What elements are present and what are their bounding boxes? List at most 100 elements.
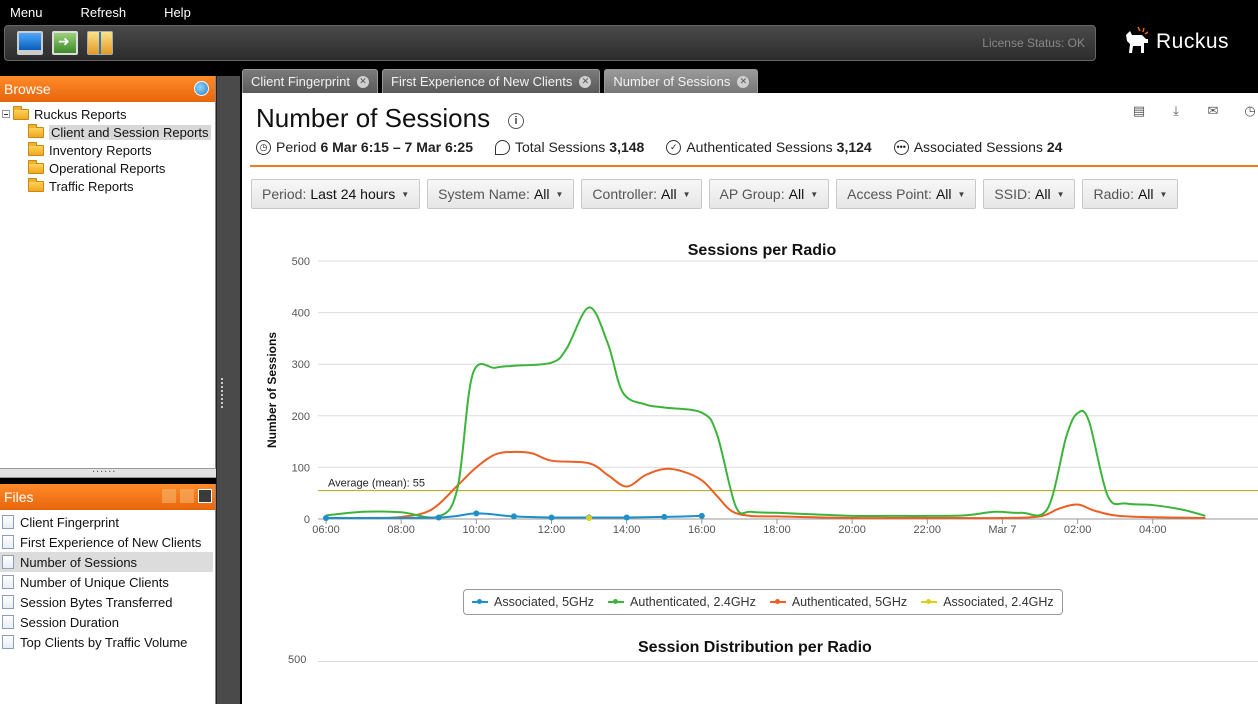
list-view-icon[interactable] [198,489,212,503]
download-icon[interactable]: ⤓ [1173,103,1179,118]
tab-label: Client Fingerprint [251,74,350,89]
edit-icon[interactable] [180,489,194,503]
tab-label: First Experience of New Clients [391,74,573,89]
legend-swatch [769,599,786,604]
export-icon[interactable] [52,31,78,55]
chart-title: Session Distribution per Radio [638,639,872,656]
x-tick-label: 14:00 [613,524,641,536]
document-icon[interactable]: ▤ [1132,103,1146,118]
files-panel: Files Client Fingerprint First Experienc… [0,484,216,704]
stat-period: ◷ Period 6 Mar 6:15 – 7 Mar 6:25 [256,139,473,155]
filter-ap-group[interactable]: AP Group: All ▼ [708,179,830,209]
file-item-session-duration[interactable]: Session Duration [0,612,215,632]
tree-item-label: Traffic Reports [49,178,134,194]
filter-period[interactable]: Period: Last 24 hours ▼ [251,179,421,209]
document-icon [2,575,14,589]
data-point-associated-5ghz [473,510,480,517]
legend-item-authenticated-24ghz[interactable]: Authenticated, 2.4GHz [608,595,756,609]
info-icon[interactable]: i [508,113,524,129]
tab-client-fingerprint[interactable]: Client Fingerprint ✕ [242,69,378,93]
tab-first-experience[interactable]: First Experience of New Clients ✕ [382,69,601,93]
filter-controller[interactable]: Controller: All ▼ [581,179,702,209]
speech-bubble-icon [495,139,510,155]
x-tick-label: 06:00 [312,524,340,536]
schedule-icon[interactable]: ◷ [1244,103,1256,118]
tree-item-traffic-reports[interactable]: Traffic Reports [0,177,215,195]
tab-number-of-sessions[interactable]: Number of Sessions ✕ [604,69,759,93]
tree-item-inventory-reports[interactable]: Inventory Reports [0,141,215,159]
tree-item-operational-reports[interactable]: Operational Reports [0,159,215,177]
stat-label: Authenticated Sessions [686,139,833,155]
folder-icon [28,177,44,192]
legend-label: Authenticated, 2.4GHz [630,595,756,609]
filter-system-name[interactable]: System Name: All ▼ [427,179,575,209]
file-item-unique-clients[interactable]: Number of Unique Clients [0,572,215,592]
page-title: Number of Sessions [256,103,491,133]
browse-title: Browse [4,81,51,97]
new-folder-icon[interactable] [162,489,176,503]
folder-icon [28,159,44,174]
file-item-number-of-sessions[interactable]: Number of Sessions [0,552,213,572]
data-point-associated-5ghz [510,513,517,520]
stat-authenticated-sessions: ✓ Authenticated Sessions 3,124 [666,139,872,155]
caret-down-icon: ▼ [1159,189,1168,199]
calendar-icon[interactable] [87,31,113,55]
y-tick-label: 500 [288,654,307,666]
collapse-icon[interactable] [2,110,10,118]
tree-item-ruckus-reports[interactable]: Ruckus Reports [0,105,215,123]
legend-item-authenticated-5ghz[interactable]: Authenticated, 5GHz [769,595,907,609]
close-icon[interactable]: ✕ [737,75,750,88]
filter-label: Controller: [592,186,658,202]
panel-splitter-vertical[interactable] [216,76,240,704]
globe-icon[interactable] [194,81,209,96]
close-icon[interactable]: ✕ [357,75,369,88]
data-point-associated-5ghz [661,513,668,520]
filter-ssid[interactable]: SSID: All ▼ [983,179,1076,209]
email-icon[interactable]: ✉ [1207,103,1219,118]
legend-item-associated-24ghz[interactable]: Associated, 2.4GHz [921,595,1054,609]
x-tick-label: 16:00 [688,524,716,536]
caret-down-icon: ▼ [555,189,564,199]
menu-item-help[interactable]: Help [164,4,191,20]
data-point-associated-5ghz [623,514,630,521]
tab-bar: Client Fingerprint ✕ First Experience of… [240,66,1258,93]
file-item-session-bytes[interactable]: Session Bytes Transferred [0,592,215,612]
filter-radio[interactable]: Radio: All ▼ [1082,179,1179,209]
x-tick-label: 08:00 [387,524,415,536]
caret-down-icon: ▼ [1056,189,1065,199]
stat-value: 3,148 [609,139,645,155]
monitor-icon[interactable] [17,31,43,55]
file-item-top-clients[interactable]: Top Clients by Traffic Volume [0,632,215,652]
y-tick-label: 200 [292,411,310,423]
filter-access-point[interactable]: Access Point: All ▼ [836,179,977,209]
caret-down-icon: ▼ [401,189,410,199]
close-icon[interactable]: ✕ [579,75,592,88]
menu-item-menu[interactable]: Menu [10,4,43,20]
filter-value: All [935,186,952,202]
folder-icon [28,123,44,138]
file-item-client-fingerprint[interactable]: Client Fingerprint [0,512,215,532]
average-label: Average (mean): 55 [328,478,425,490]
filter-bar: Period: Last 24 hours ▼ System Name: All… [251,179,1185,209]
y-tick-label: 300 [292,359,310,371]
file-label: Session Duration [20,614,119,630]
stat-value: 3,124 [836,139,872,155]
document-icon [2,555,14,569]
x-tick-label: 04:00 [1139,524,1167,536]
menu-item-refresh[interactable]: Refresh [80,4,127,20]
panel-splitter-horizontal[interactable] [0,463,216,478]
caret-down-icon: ▼ [810,189,819,199]
series-line-authenticated-5ghz [325,450,1206,520]
folder-open-icon [13,105,29,120]
filter-label: System Name: [438,186,530,202]
document-icon [2,615,14,629]
legend-swatch [921,599,938,604]
folder-icon [28,141,44,156]
files-actions [158,489,212,503]
tree-item-client-and-session-reports[interactable]: Client and Session Reports [0,123,215,141]
y-tick-label: 100 [292,462,310,474]
legend-item-associated-5ghz[interactable]: Associated, 5GHz [472,595,594,609]
file-item-first-experience[interactable]: First Experience of New Clients [0,532,215,552]
report-content: Number of Sessions i ▤ ⤓ ✉ ◷ ◷ Period 6 … [242,93,1258,704]
series-line-authenticated-2-4ghz [325,306,1206,519]
